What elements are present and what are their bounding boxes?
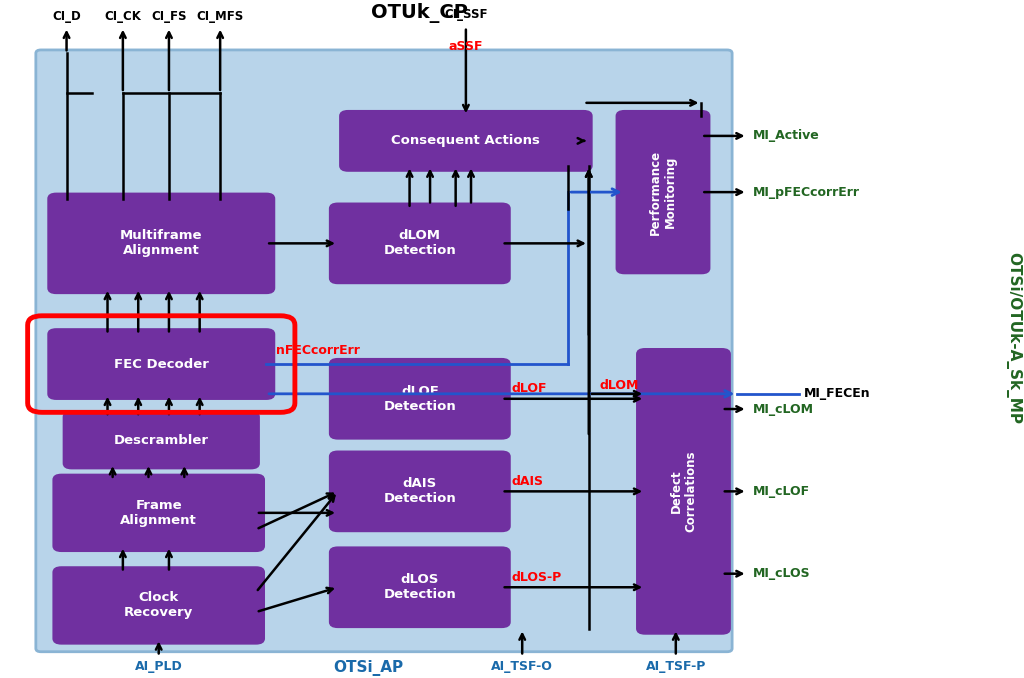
FancyBboxPatch shape	[616, 111, 710, 273]
Text: aSSF: aSSF	[449, 40, 483, 53]
Text: AI_TSF-O: AI_TSF-O	[492, 660, 553, 673]
FancyBboxPatch shape	[340, 111, 592, 171]
Text: MI_cLOS: MI_cLOS	[753, 567, 810, 580]
Text: dAIS: dAIS	[512, 475, 544, 488]
Text: MI_pFECcorrErr: MI_pFECcorrErr	[753, 186, 859, 199]
Text: CI_FS: CI_FS	[152, 10, 186, 24]
Text: dLOF: dLOF	[512, 382, 548, 395]
FancyBboxPatch shape	[48, 193, 274, 294]
Text: dLOM
Detection: dLOM Detection	[383, 229, 456, 258]
Text: Clock
Recovery: Clock Recovery	[124, 591, 194, 620]
Text: CI_SSF: CI_SSF	[444, 9, 487, 22]
Text: OTSi/OTUk-A_Sk_MP: OTSi/OTUk-A_Sk_MP	[1006, 252, 1022, 424]
FancyBboxPatch shape	[63, 412, 259, 468]
FancyBboxPatch shape	[330, 359, 510, 439]
Text: Frame
Alignment: Frame Alignment	[121, 499, 197, 527]
Text: AI_TSF-P: AI_TSF-P	[645, 660, 706, 673]
FancyBboxPatch shape	[330, 203, 510, 283]
Text: CI_CK: CI_CK	[104, 10, 141, 24]
FancyBboxPatch shape	[53, 475, 264, 551]
Text: Consequent Actions: Consequent Actions	[391, 134, 541, 147]
Text: dLOS
Detection: dLOS Detection	[383, 574, 456, 601]
FancyBboxPatch shape	[36, 50, 732, 652]
Text: CI_D: CI_D	[52, 10, 81, 24]
FancyBboxPatch shape	[637, 349, 730, 634]
Text: Performance
Monitoring: Performance Monitoring	[649, 150, 677, 235]
Text: AI_PLD: AI_PLD	[135, 660, 182, 673]
Text: Multiframe
Alignment: Multiframe Alignment	[120, 229, 203, 258]
Text: OTSi_AP: OTSi_AP	[334, 660, 403, 677]
FancyBboxPatch shape	[48, 329, 274, 399]
Text: MI_cLOM: MI_cLOM	[753, 403, 814, 416]
Text: dLOM: dLOM	[599, 380, 638, 393]
Text: MI_cLOF: MI_cLOF	[753, 485, 810, 498]
Text: dAIS
Detection: dAIS Detection	[383, 477, 456, 505]
FancyBboxPatch shape	[330, 547, 510, 627]
Text: nFECcorrErr: nFECcorrErr	[276, 344, 360, 357]
Text: Defect
Correlations: Defect Correlations	[670, 451, 697, 532]
Text: CI_MFS: CI_MFS	[197, 10, 244, 24]
Text: dLOF
Detection: dLOF Detection	[383, 385, 456, 413]
Text: FEC Decoder: FEC Decoder	[114, 357, 209, 371]
Text: Descrambler: Descrambler	[114, 434, 209, 447]
Text: dLOS-P: dLOS-P	[512, 571, 562, 584]
FancyBboxPatch shape	[330, 452, 510, 532]
Text: OTUk_CP: OTUk_CP	[372, 3, 468, 24]
Text: MI_FECEn: MI_FECEn	[804, 387, 870, 400]
Text: MI_Active: MI_Active	[753, 129, 819, 142]
FancyBboxPatch shape	[53, 567, 264, 644]
